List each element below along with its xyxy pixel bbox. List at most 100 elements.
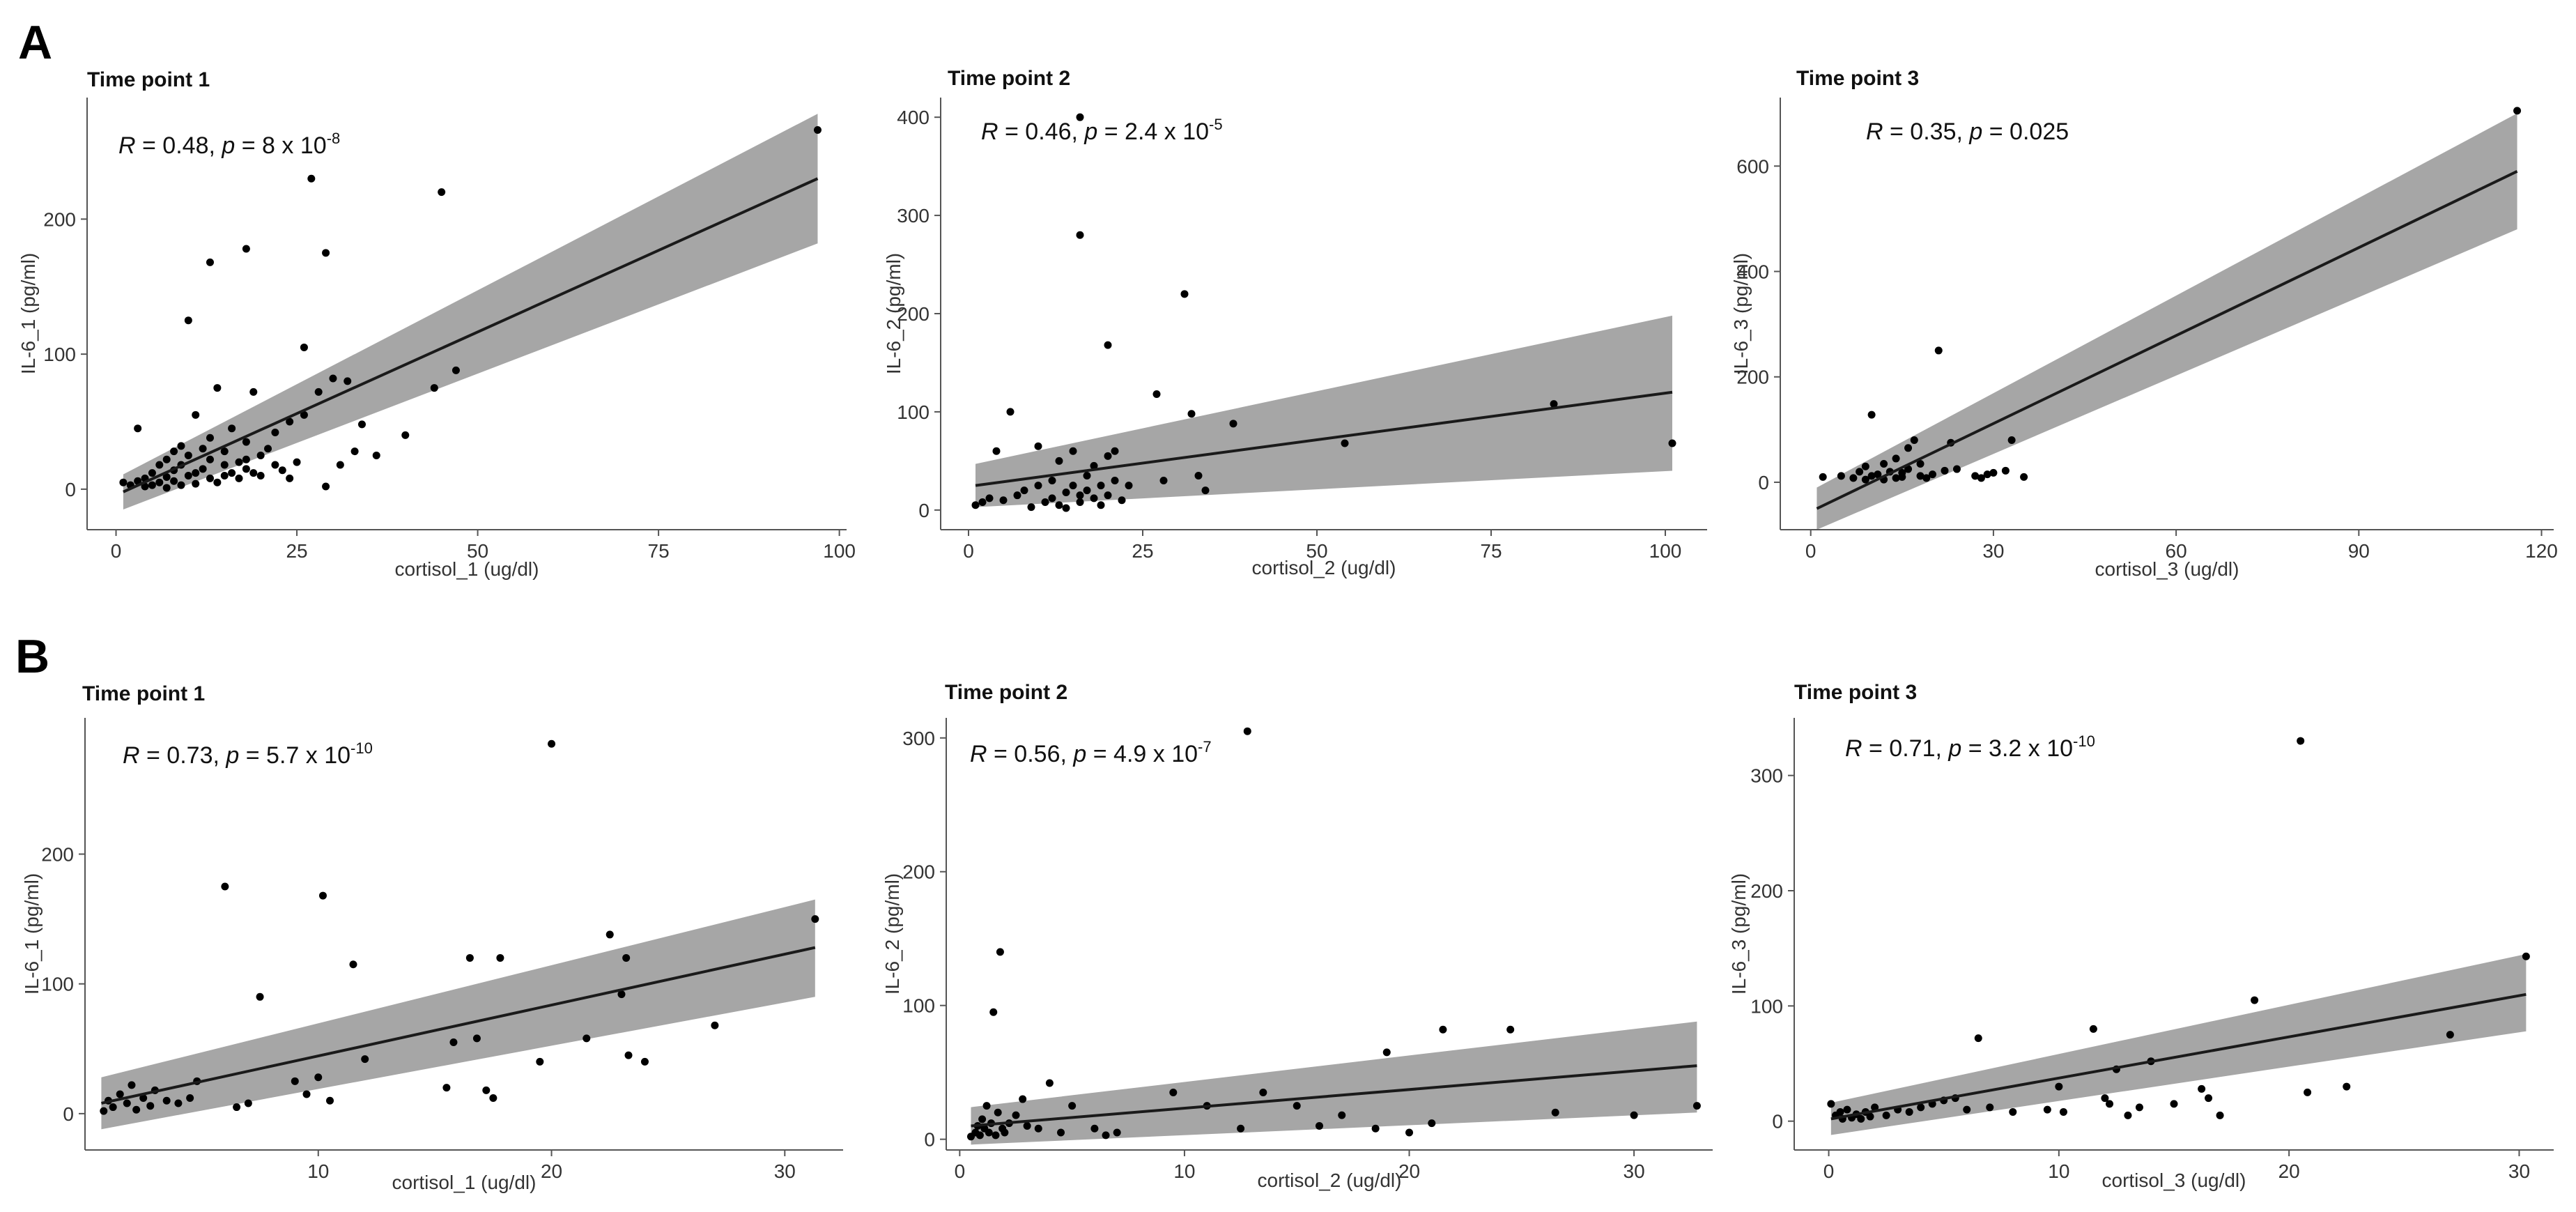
chart-b1-point-7 [139, 1094, 148, 1103]
chart-a2-point-7 [1020, 486, 1028, 495]
chart-b2-regression-line [971, 1064, 1697, 1128]
chart-b3-x-tick-label-0: 0 [1823, 1160, 1835, 1182]
chart-b1-point-30 [489, 1094, 498, 1103]
chart-a3-x-label: cortisol_3 (ug/dl) [2095, 558, 2239, 580]
chart-a1-point-24 [192, 480, 200, 488]
chart-b1-point-5 [128, 1081, 136, 1089]
chart-a3-y-tick-label-1: 200 [1736, 367, 1769, 388]
chart-a3-x-tick-label-3: 90 [2348, 540, 2370, 562]
chart-a2-point-14 [1055, 501, 1063, 509]
chart-a2-point-29 [1097, 482, 1105, 490]
chart-b1-point-10 [162, 1096, 171, 1105]
chart-a3-y-tick-label-3: 600 [1736, 155, 1769, 177]
chart-b2-point-10 [992, 1131, 1000, 1140]
chart-a1-point-68 [430, 384, 438, 392]
chart-b2-stat-p-label: p [1072, 741, 1086, 767]
chart-a1-stat: R = 0.48, p = 8 x 10-8 [118, 130, 340, 159]
chart-b1-x-tick-label-1: 20 [541, 1160, 562, 1182]
chart-b3-point-22 [2043, 1105, 2051, 1114]
chart-b3-point-26 [2101, 1094, 2109, 1103]
chart-a1-point-10 [162, 455, 171, 463]
chart-b2-point-29 [1243, 727, 1251, 735]
chart-b1-point-4 [123, 1099, 131, 1107]
chart-a2-point-35 [1118, 496, 1126, 505]
chart-b1-regression-line [101, 946, 816, 1105]
chart-b3-point-41 [2522, 952, 2530, 960]
chart-b3-point-4 [1843, 1105, 1851, 1114]
chart-a1-point-12 [162, 484, 171, 492]
chart-a1-point-43 [242, 465, 250, 473]
chart-a2-point-33 [1111, 447, 1119, 455]
chart-b2-confidence-band [971, 1021, 1697, 1145]
chart-b2-point-18 [1023, 1121, 1031, 1130]
chart-a2-x-tick-label-0: 0 [963, 540, 974, 562]
chart-a2-point-44 [1341, 439, 1349, 447]
chart-b1-point-20 [314, 1073, 323, 1082]
chart-a3-stat-p-base: = 0.025 [1982, 118, 2069, 145]
chart-b2-title: Time point 2 [945, 681, 1067, 704]
chart-b1-stat-p-base: = 5.7 x 10 [239, 742, 350, 769]
chart-a1-y-tick-label-2: 200 [43, 208, 76, 230]
chart-b3-point-33 [2198, 1084, 2206, 1093]
chart-a2-point-31 [1104, 452, 1112, 460]
chart-a1-stat-r-label: R [118, 132, 136, 159]
chart-b3-y-tick-label-0: 0 [1772, 1111, 1783, 1133]
chart-a1-point-67 [401, 431, 410, 439]
chart-a2: 0 25 50 75 100 0 100 200 300 400 cortisol_2 (ug/dl… [883, 67, 1707, 578]
chart-b2-point-22 [1068, 1102, 1077, 1110]
chart-b3-x-label: cortisol_3 (ug/dl) [2102, 1169, 2246, 1191]
chart-b3-x-tick-label-2: 20 [2278, 1160, 2300, 1182]
chart-a1-point-70 [452, 366, 460, 374]
chart-a3-point-22 [1929, 470, 1937, 479]
chart-b2-point-33 [1338, 1111, 1346, 1119]
chart-b1-stat: R = 0.73, p = 5.7 x 10-10 [123, 739, 373, 769]
chart-a1-point-36 [228, 469, 236, 477]
chart-a3-point-5 [1861, 462, 1869, 470]
chart-a1-point-26 [199, 465, 207, 473]
chart-a1-point-56 [300, 411, 308, 419]
chart-a3-point-28 [1977, 474, 1985, 482]
chart-b3-point-21 [2009, 1107, 2017, 1116]
chart-a2-point-25 [1083, 486, 1091, 495]
chart-b2-y-tick-label-2: 200 [902, 861, 935, 883]
chart-a1: 0 25 50 75 100 0 100 200 cortisol_1 (ug/dl) IL-6_… [17, 68, 856, 580]
chart-a3-point-27 [1971, 472, 1980, 480]
chart-b1-point-39 [640, 1057, 649, 1066]
chart-b2-point-21 [1057, 1128, 1065, 1137]
chart-a1-point-40 [242, 245, 250, 253]
chart-b2-stat-r-value: = 0.56, [987, 741, 1074, 767]
chart-a3-point-7 [1867, 472, 1876, 480]
chart-b1-stat-r-value: = 0.73, [140, 742, 226, 769]
chart-a1-point-51 [278, 466, 286, 475]
chart-a3-point-29 [1983, 470, 1991, 479]
chart-b2-point-7 [985, 1128, 993, 1137]
chart-b2-stat-r-label: R [970, 741, 987, 767]
chart-b2-point-32 [1315, 1121, 1323, 1130]
chart-a1-point-30 [206, 474, 214, 482]
chart-a3-point-6 [1867, 411, 1876, 419]
chart-b3-y-tick-label-1: 100 [1750, 995, 1783, 1017]
chart-b1-y-label: IL-6_1 (pg/ml) [21, 873, 43, 995]
chart-a1-point-39 [235, 474, 243, 482]
chart-a2-point-46 [1668, 439, 1676, 447]
chart-a1-y-tick-label-1: 100 [43, 344, 76, 365]
chart-a2-point-41 [1194, 472, 1203, 480]
chart-b3-point-23 [2055, 1082, 2063, 1091]
chart-a1-point-6 [148, 469, 156, 477]
chart-a2-point-27 [1090, 461, 1098, 470]
chart-a1-point-62 [336, 461, 344, 469]
chart-a1-point-46 [256, 451, 265, 459]
chart-a3-point-33 [2020, 473, 2028, 481]
chart-b2-y-label: IL-6_2 (pg/ml) [881, 873, 903, 995]
chart-b3-stat-r-label: R [1845, 735, 1862, 762]
chart-b2-x-tick-label-3: 30 [1624, 1160, 1645, 1182]
chart-a1-title: Time point 1 [87, 68, 210, 91]
chart-b2-stat: R = 0.56, p = 4.9 x 10-7 [970, 738, 1212, 767]
chart-a3-y-tick-label-0: 0 [1758, 472, 1769, 493]
chart-a2-point-0 [971, 501, 980, 509]
chart-a2-point-4 [999, 496, 1008, 505]
chart-a1-stat-p-label: p [221, 132, 235, 159]
chart-b2-point-34 [1371, 1124, 1380, 1133]
chart-a1-point-42 [242, 455, 250, 463]
